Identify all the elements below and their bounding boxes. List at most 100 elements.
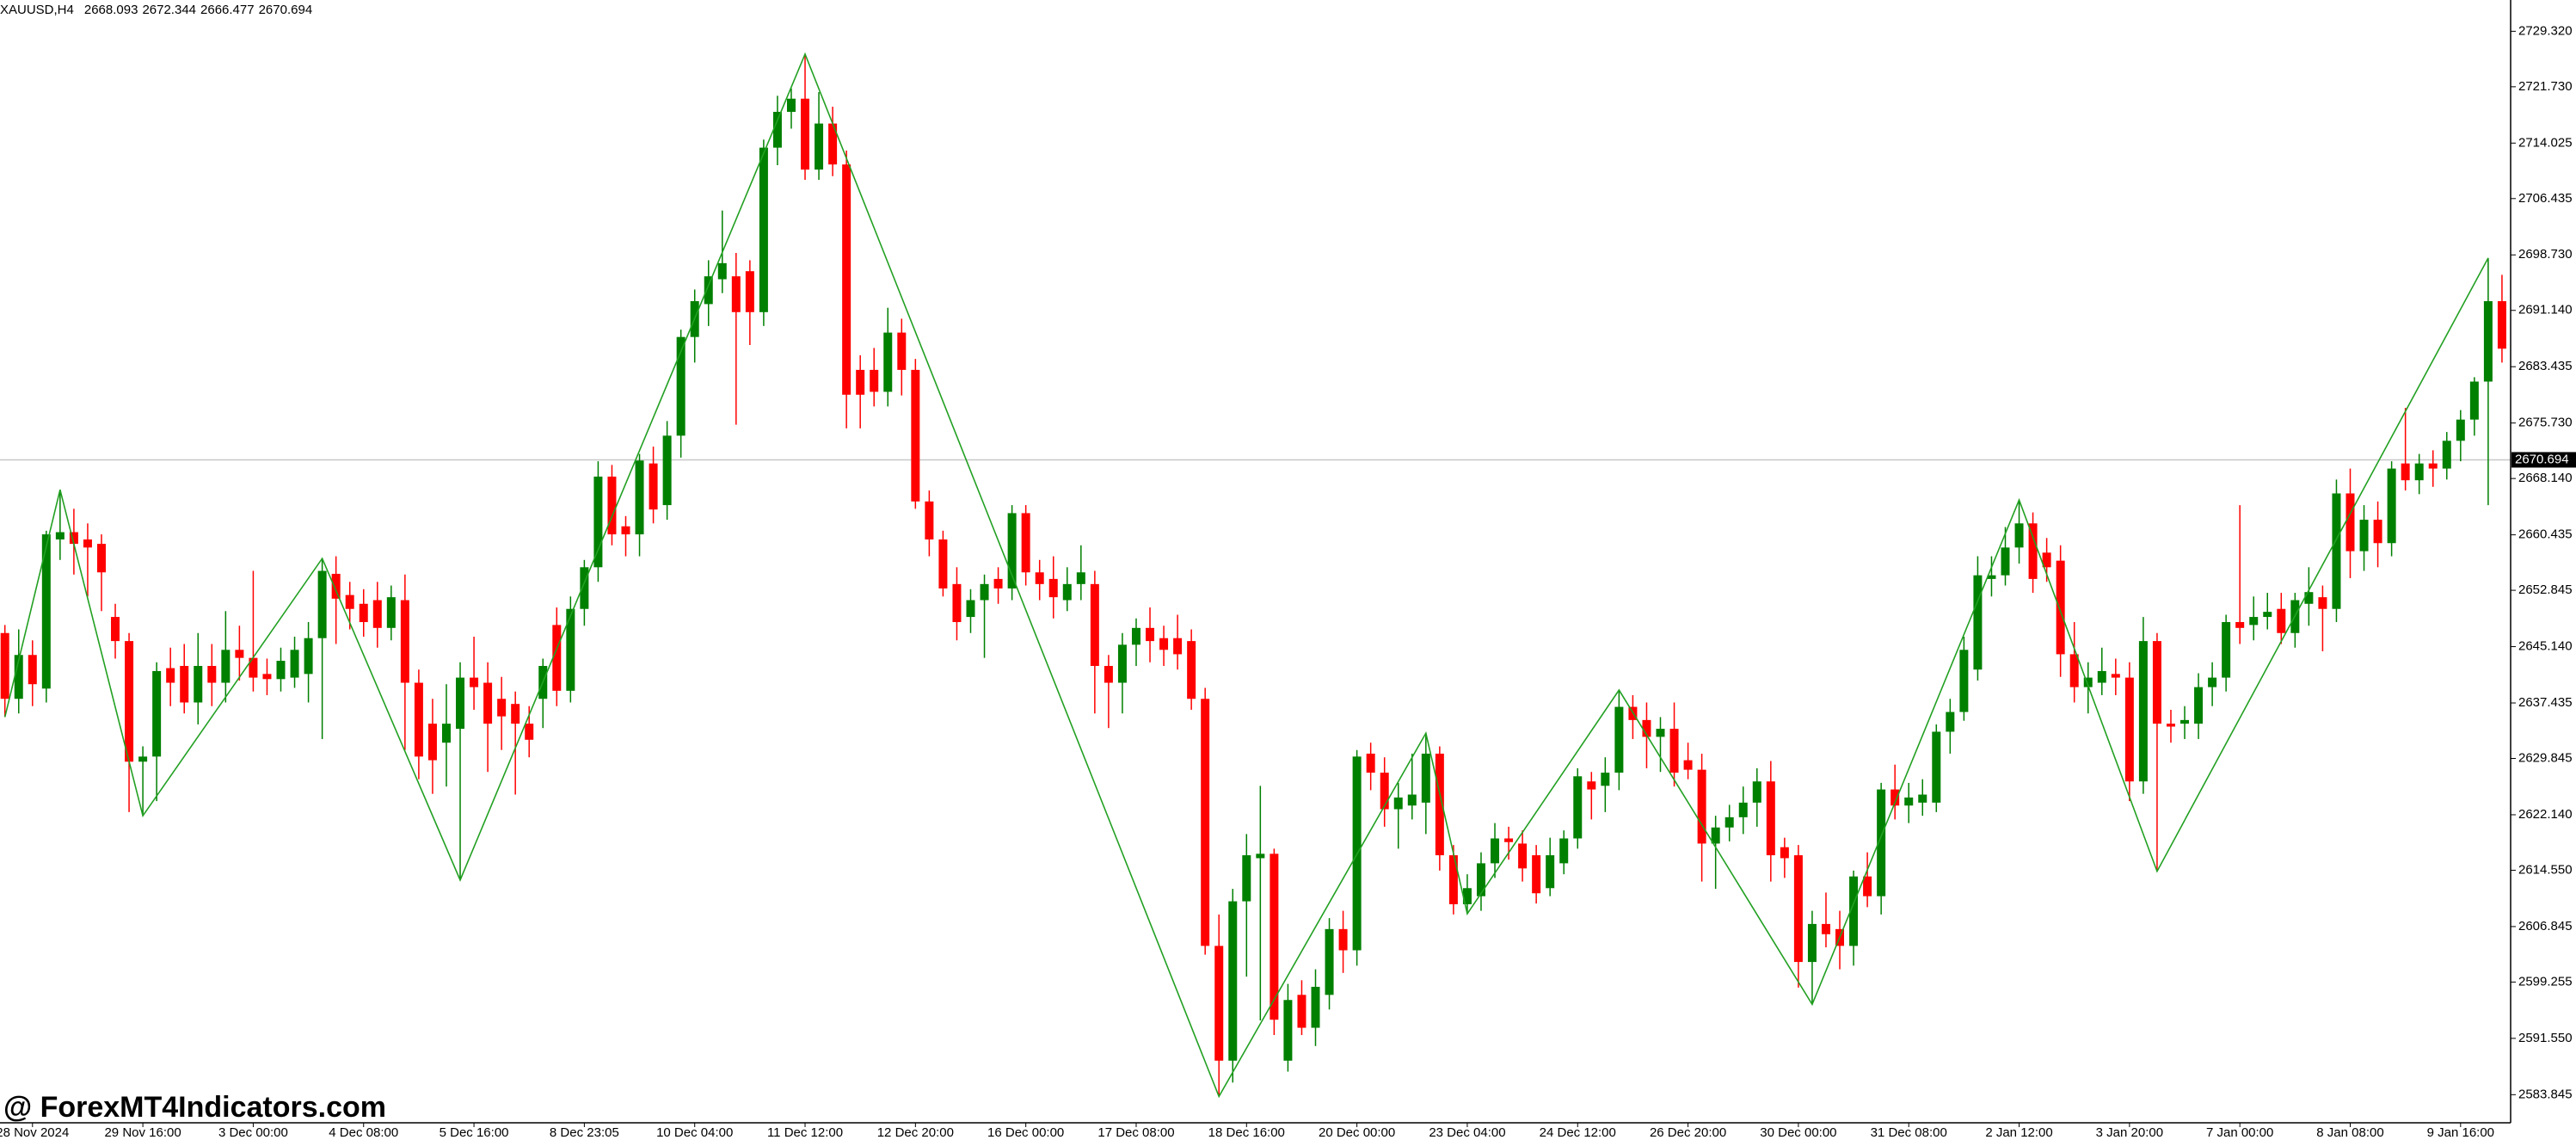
- x-tick-label: 7 Jan 00:00: [2206, 1125, 2273, 1140]
- candle-body: [772, 111, 782, 148]
- y-tick-label: 2591.550: [2518, 1031, 2573, 1045]
- candle-body: [1766, 781, 1775, 856]
- candle-body: [815, 123, 824, 170]
- x-tick-label: 26 Dec 20:00: [1650, 1125, 1726, 1140]
- candle-body: [414, 682, 423, 757]
- x-tick-label: 31 Dec 08:00: [1871, 1125, 1947, 1140]
- bid-label-box: [2511, 452, 2576, 468]
- candle-body: [1325, 928, 1334, 995]
- y-tick-label: 2706.435: [2518, 191, 2573, 206]
- candle-body: [1076, 572, 1085, 584]
- quote-value: 2670.694: [259, 3, 313, 17]
- x-tick-label: 24 Dec 12:00: [1540, 1125, 1616, 1140]
- x-tick-label: 23 Dec 04:00: [1429, 1125, 1505, 1140]
- x-tick-label: 17 Dec 08:00: [1097, 1125, 1174, 1140]
- candle-body: [1159, 638, 1169, 650]
- candle-body: [1780, 847, 1789, 859]
- candle-body: [759, 147, 768, 312]
- candle-body: [1476, 863, 1485, 897]
- candle-body: [1117, 644, 1127, 683]
- candle-body: [111, 617, 120, 642]
- candle-body: [897, 332, 907, 370]
- candle-body: [497, 699, 507, 717]
- candle-body: [2387, 468, 2396, 544]
- candle-body: [676, 336, 685, 436]
- candle-body: [801, 98, 810, 170]
- candle-body: [1242, 855, 1251, 902]
- candle-body: [2497, 301, 2506, 349]
- candle-body: [1435, 753, 1444, 856]
- candle-body: [1918, 794, 1927, 803]
- candle-body: [2428, 463, 2438, 469]
- candle-body: [2483, 301, 2493, 382]
- candle-body: [1297, 995, 1306, 1028]
- candle-body: [1007, 513, 1017, 588]
- candle-body: [69, 532, 78, 545]
- candle-body: [1256, 853, 1265, 859]
- candle-body: [483, 682, 493, 724]
- candle-body: [2028, 523, 2038, 579]
- candle-body: [152, 670, 162, 757]
- candle-body: [2332, 493, 2341, 609]
- candle-body: [2456, 419, 2465, 441]
- candle-body: [0, 632, 9, 699]
- candle-body: [1228, 901, 1238, 1061]
- x-tick-label: 8 Dec 23:05: [550, 1125, 619, 1140]
- candle-body: [1587, 781, 1596, 790]
- candle-body: [1697, 769, 1706, 844]
- candle-body: [2014, 523, 2024, 548]
- candle-body: [1407, 794, 1417, 806]
- x-tick-label: 5 Dec 16:00: [440, 1125, 509, 1140]
- candle-body: [290, 650, 299, 678]
- candle-body: [1669, 729, 1679, 773]
- candle-body: [1338, 928, 1348, 951]
- candle-body: [1090, 583, 1099, 666]
- candle-body: [1104, 665, 1113, 683]
- candle-body: [1146, 627, 1155, 642]
- candle-body: [1504, 838, 1514, 842]
- candle-body: [704, 276, 713, 305]
- x-tick-label: 29 Nov 16:00: [104, 1125, 181, 1140]
- candle-body: [2345, 493, 2355, 552]
- candle-body: [525, 724, 534, 740]
- candle-body: [2138, 641, 2148, 782]
- y-tick-label: 2660.435: [2518, 527, 2573, 542]
- candle-body: [883, 332, 893, 392]
- candle-body: [2359, 520, 2369, 552]
- candle-body: [1448, 855, 1458, 904]
- candle-body: [1518, 843, 1528, 869]
- candle-body: [331, 573, 341, 599]
- candle-body: [2442, 441, 2451, 469]
- candle-body: [2277, 608, 2286, 633]
- plot-area: [0, 52, 2511, 1099]
- candle-body: [359, 603, 368, 623]
- candle-body: [911, 369, 920, 502]
- candle-body: [194, 665, 203, 703]
- y-tick-label: 2599.255: [2518, 974, 2573, 989]
- candle-body: [2235, 622, 2245, 628]
- y-tick-label: 2698.730: [2518, 247, 2573, 262]
- watermark: @ ForexMT4Indicators.com: [3, 1091, 386, 1124]
- candle-body: [1711, 827, 1720, 844]
- candle-body: [966, 600, 975, 618]
- x-tick-label: 2 Jan 12:00: [1985, 1125, 2052, 1140]
- candle-body: [2111, 674, 2120, 678]
- x-tick-label: 8 Jan 08:00: [2316, 1125, 2383, 1140]
- candle-body: [1987, 575, 1996, 579]
- candle-body: [138, 756, 148, 762]
- y-tick-label: 2629.845: [2518, 750, 2573, 765]
- candle-body: [1187, 641, 1196, 699]
- candle-body: [1311, 986, 1320, 1028]
- candle-body: [317, 570, 327, 638]
- candle-body: [456, 677, 465, 730]
- bid-label: 2670.694: [2515, 452, 2569, 466]
- candle-body: [2263, 612, 2272, 618]
- x-tick-label: 30 Dec 00:00: [1760, 1125, 1836, 1140]
- candle-body: [1214, 946, 1224, 1061]
- candle-body: [1752, 781, 1761, 803]
- candle-body: [2414, 463, 2424, 481]
- y-tick-label: 2729.320: [2518, 23, 2573, 38]
- candle-body: [786, 98, 796, 112]
- x-tick-label: 4 Dec 08:00: [329, 1125, 398, 1140]
